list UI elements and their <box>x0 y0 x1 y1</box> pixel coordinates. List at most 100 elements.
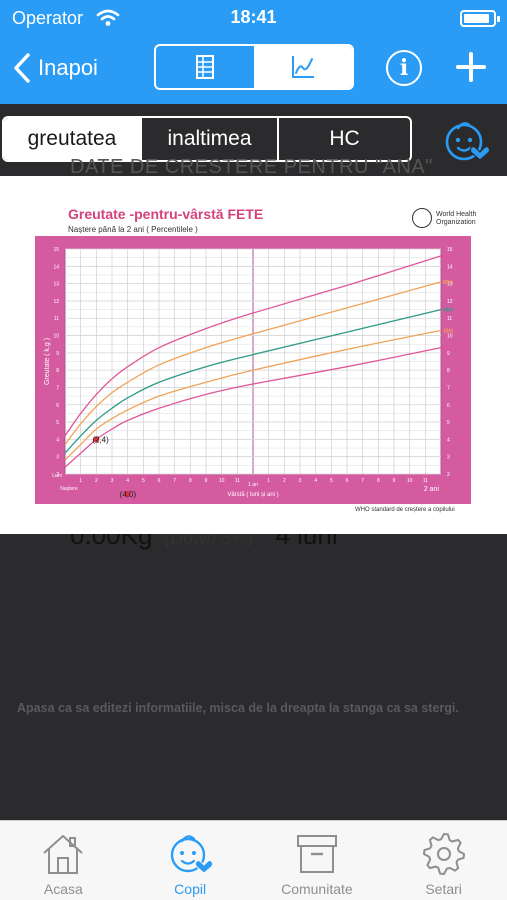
tab-setari[interactable]: Setari <box>380 821 507 900</box>
back-label: Inapoi <box>38 55 98 80</box>
add-button[interactable] <box>454 48 488 86</box>
series-label-50th: 50th <box>443 308 453 314</box>
x-tick-label: 6 <box>346 478 349 484</box>
percentile-line-3rd <box>64 347 442 468</box>
y-tick-label-right: 14 <box>447 264 453 270</box>
marker-point <box>124 491 131 497</box>
x-tick-label: 3 <box>299 478 302 484</box>
chart-subtitle: Naștere până la 2 ani ( Percentilele ) <box>68 225 198 234</box>
carrier-label: Operator <box>12 8 84 28</box>
measurement-bar: greutatea inaltimea HC <box>0 104 507 176</box>
y-tick-label-right: 12 <box>447 299 453 305</box>
y-tick-label-left: 8 <box>56 368 59 374</box>
percentile-line-85th <box>64 281 442 445</box>
x-month-label: Luni <box>52 473 61 479</box>
y-tick-label-right: 11 <box>447 316 452 322</box>
wifi-icon <box>96 9 120 26</box>
y-tick-label-right: 2 <box>447 472 450 478</box>
who-emblem-icon <box>412 208 432 228</box>
x-tick-label: 5 <box>330 478 333 484</box>
y-tick-label-left: 4 <box>56 437 59 443</box>
data-point-label: (2,4) <box>92 435 109 444</box>
x-tick-label: 11 <box>423 478 428 484</box>
who-name-line1: World Health <box>436 211 477 218</box>
x-tick-label: 1 <box>267 478 270 484</box>
battery-icon <box>460 10 500 27</box>
x-tick-label: 5 <box>142 478 145 484</box>
x-tick-label: 10 <box>407 478 413 484</box>
y-tick-label-left: 2 <box>56 472 59 478</box>
y-tick-label-right: 3 <box>447 455 450 461</box>
y-tick-label-right: 10 <box>447 334 453 340</box>
x-start-label: Naștere <box>60 486 78 492</box>
view-switcher <box>154 44 354 90</box>
archive-box-icon <box>296 835 337 873</box>
tab-copil[interactable]: Copil <box>127 821 254 900</box>
y-tick-label-left: 3 <box>56 455 59 461</box>
y-tick-label-left: 9 <box>56 351 59 357</box>
growth-chart-card: Greutate -pentru-vârstă FETE Naștere pân… <box>0 176 507 534</box>
y-tick-label-left: 6 <box>56 403 59 409</box>
series-label-3rd: 3rd <box>443 346 451 352</box>
x-mid-label: 1 an <box>248 482 258 488</box>
clock: 18:41 <box>230 7 277 27</box>
back-button[interactable]: Inapoi <box>12 50 98 86</box>
y-axis-label: Greutate ( k.g ) <box>44 338 51 385</box>
info-button[interactable]: i <box>386 50 422 86</box>
gear-icon <box>422 833 465 875</box>
baby-icon <box>170 835 214 874</box>
baby-face-icon <box>445 122 491 161</box>
edit-hint: Apasa ca sa editezi informatiile, misca … <box>17 701 459 715</box>
x-tick-label: 2 <box>95 478 98 484</box>
y-tick-label-left: 13 <box>53 282 59 288</box>
tab-copil-label: Copil <box>174 881 207 897</box>
x-tick-label: 8 <box>377 478 380 484</box>
table-icon <box>196 55 214 79</box>
chart-title: Greutate -pentru-vârstă FETE <box>68 206 264 222</box>
tab-bar: Acasa Copil Comunitate Setari <box>0 820 507 900</box>
y-tick-label-right: 15 <box>447 247 453 253</box>
x-tick-label: 7 <box>173 478 176 484</box>
series-label-97th: 97th <box>443 254 453 260</box>
y-tick-label-right: 4 <box>447 437 450 443</box>
y-tick-label-left: 11 <box>54 316 59 322</box>
y-tick-label-left: 5 <box>56 420 59 426</box>
table-view-tab[interactable] <box>156 46 254 88</box>
baby-profile-button[interactable] <box>440 116 492 164</box>
home-icon <box>43 835 84 874</box>
series-label-85th: 85th <box>443 280 453 286</box>
y-tick-label-right: 5 <box>447 420 450 426</box>
background-title: DATE DE CRESTERE PENTRU "ANA" <box>70 156 433 178</box>
x-axis-label: Vârstă ( luni și ani ) <box>227 492 278 498</box>
chart-view-tab[interactable] <box>254 46 352 88</box>
tab-acasa[interactable]: Acasa <box>0 821 127 900</box>
status-bar: Operator 18:41 <box>0 0 507 36</box>
who-name-line2: Organization <box>436 219 476 226</box>
tab-comunitate[interactable]: Comunitate <box>254 821 381 900</box>
data-point <box>93 436 100 443</box>
tab-greutatea[interactable]: greutatea <box>4 118 140 160</box>
tab-setari-label: Setari <box>425 881 462 897</box>
y-tick-label-left: 7 <box>56 385 59 391</box>
series-label-15th: 15th <box>443 328 453 334</box>
measurement-switcher: greutatea inaltimea HC <box>2 116 412 162</box>
x-tick-label: 10 <box>219 478 225 484</box>
y-tick-label-left: 15 <box>53 247 59 253</box>
y-tick-label-right: 13 <box>447 282 453 288</box>
chart-icon <box>292 56 314 78</box>
info-icon: i <box>399 55 409 81</box>
tab-hc[interactable]: HC <box>277 118 410 160</box>
x-tick-label: 9 <box>393 478 396 484</box>
y-tick-label-left: 10 <box>53 334 59 340</box>
chart-frame: 2 2 3 3 4 4 5 5 6 6 7 7 8 8 9 9 10 10 11 11 12 12 13 13 14 14 15 15… <box>35 236 471 504</box>
tab-inaltimea[interactable]: inaltimea <box>140 118 277 160</box>
x-tick-label: 2 <box>283 478 286 484</box>
y-tick-label-left: 12 <box>53 299 59 305</box>
y-tick-label-right: 6 <box>447 403 450 409</box>
x-tick-label: 6 <box>158 478 161 484</box>
y-tick-label-left: 14 <box>53 264 59 270</box>
top-bar: Operator 18:41 Inapoi <box>0 0 507 104</box>
x-tick-label: 8 <box>189 478 192 484</box>
x-tick-label: 3 <box>111 478 114 484</box>
